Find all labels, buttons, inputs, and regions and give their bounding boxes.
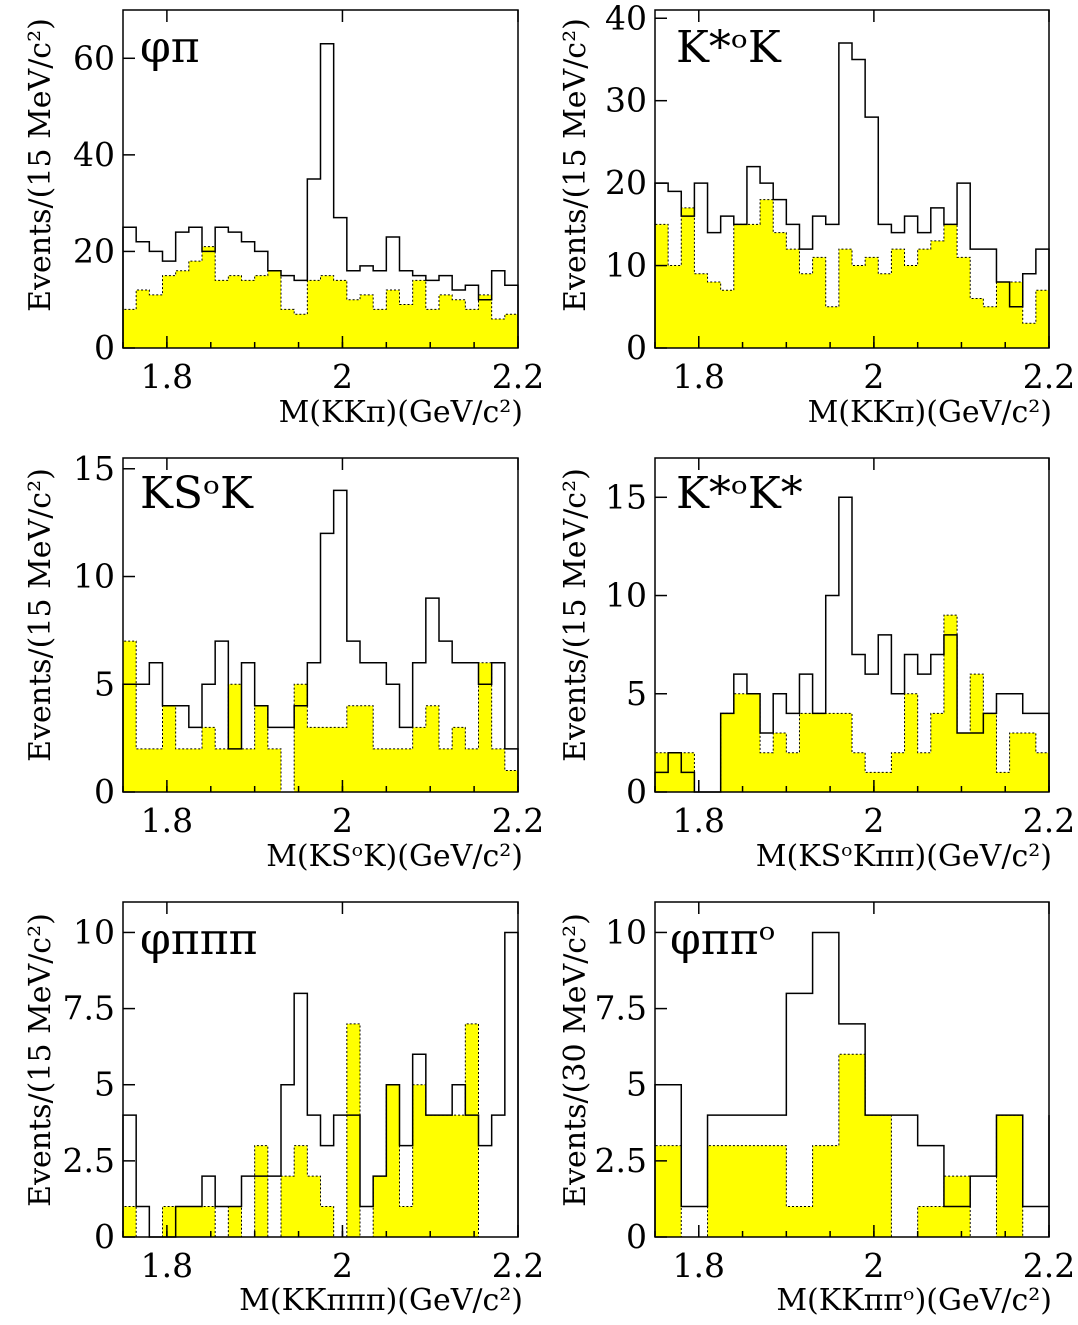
y-tick-label: 15 bbox=[605, 477, 647, 516]
y-tick-label: 0 bbox=[94, 328, 115, 367]
y-tick-label: 5 bbox=[626, 674, 647, 713]
x-axis-title: M(KKππᵒ)(GeV/c²) bbox=[776, 1283, 1052, 1318]
y-tick-label: 2.5 bbox=[63, 1141, 115, 1180]
background-histogram bbox=[654, 199, 1050, 349]
x-tick-label: 2.2 bbox=[492, 357, 544, 396]
x-tick-label: 2 bbox=[332, 1246, 353, 1285]
panel-phi-pipi0: 1.8 2 2.202.557.510 φππᵒ M(KKππᵒ)(GeV/c²) … bbox=[558, 901, 1075, 1318]
y-tick-label: 5 bbox=[94, 1065, 115, 1104]
y-tick-label: 0 bbox=[626, 772, 647, 811]
signal-histogram bbox=[122, 931, 519, 1238]
y-tick-label: 5 bbox=[94, 664, 115, 703]
y-tick-label: 10 bbox=[73, 557, 115, 596]
y-axis-title: Events/(30 MeV/c²) bbox=[558, 913, 593, 1207]
x-tick-label: 1.8 bbox=[673, 1246, 725, 1285]
panel-label: K*ᵒK bbox=[676, 22, 782, 73]
x-axis-title: M(KSᵒKππ)(GeV/c²) bbox=[756, 839, 1052, 874]
plot-frame bbox=[654, 901, 1050, 1238]
plot-frame bbox=[654, 9, 1050, 349]
x-tick-label: 2.2 bbox=[492, 801, 544, 840]
plot-frame bbox=[122, 457, 519, 793]
y-axis-title: Events/(15 MeV/c²) bbox=[558, 468, 593, 762]
x-tick-label: 2.2 bbox=[492, 1246, 544, 1285]
y-tick-label: 20 bbox=[605, 163, 647, 202]
y-tick-label: 7.5 bbox=[63, 989, 115, 1028]
y-axis-title: Events/(15 MeV/c²) bbox=[558, 18, 593, 312]
y-tick-label: 10 bbox=[605, 912, 647, 951]
x-tick-label: 2.2 bbox=[1023, 801, 1075, 840]
x-tick-label: 1.8 bbox=[141, 1246, 193, 1285]
panel-label: φππᵒ bbox=[670, 914, 776, 965]
x-tick-label: 2 bbox=[332, 357, 353, 396]
panel-label: φπππ bbox=[140, 914, 258, 965]
y-tick-label: 40 bbox=[73, 135, 115, 174]
background-histogram bbox=[122, 640, 519, 793]
y-tick-label: 0 bbox=[94, 772, 115, 811]
panel-label: K*ᵒK* bbox=[676, 468, 803, 519]
x-axis-title: M(KKπ)(GeV/c²) bbox=[808, 395, 1052, 430]
background-histogram bbox=[654, 1053, 1024, 1238]
y-tick-label: 5 bbox=[626, 1065, 647, 1104]
plot-frame bbox=[122, 9, 519, 349]
x-tick-label: 2 bbox=[332, 801, 353, 840]
signal-histogram bbox=[654, 931, 1050, 1237]
x-tick-label: 2 bbox=[863, 1246, 884, 1285]
y-tick-label: 7.5 bbox=[595, 989, 647, 1028]
background-histogram bbox=[654, 614, 1050, 793]
panel-ks-k: 1.8 2 2.2 0 5 10 15 KSᵒK M(KSᵒK)(GeV/c²) Event… bbox=[23, 449, 544, 874]
y-axis-title: Events/(15 MeV/c²) bbox=[23, 913, 58, 1207]
signal-histogram bbox=[122, 43, 519, 348]
y-tick-label: 30 bbox=[605, 81, 647, 120]
x-axis-title: M(KKπππ)(GeV/c²) bbox=[239, 1283, 523, 1318]
y-tick-label: 40 bbox=[605, 0, 647, 37]
panel-kstar-k: 1.8 2 2.2 0 10 20 30 40 K*ᵒK M(KKπ)(GeV/c²) Eve… bbox=[558, 0, 1075, 430]
background-histogram bbox=[122, 246, 519, 349]
y-axis-title: Events/(15 MeV/c²) bbox=[23, 468, 58, 762]
x-tick-label: 2.2 bbox=[1023, 357, 1075, 396]
y-tick-label: 0 bbox=[626, 1217, 647, 1256]
y-axis-title: Events/(15 MeV/c²) bbox=[23, 18, 58, 312]
panel-phi-pipipi: 1.8 2 2.202.557.510 φπππ M(KKπππ)(GeV/c²) … bbox=[23, 901, 544, 1318]
x-axis-title: M(KSᵒK)(GeV/c²) bbox=[266, 839, 523, 874]
x-tick-label: 2.2 bbox=[1023, 1246, 1075, 1285]
panel-label: φπ bbox=[140, 22, 200, 73]
y-tick-label: 10 bbox=[605, 246, 647, 285]
panel-phi-pi: 1.8 2 2.2 0 20 40 60 φπ M(KKπ)(GeV/c²) Events/… bbox=[23, 9, 544, 430]
x-tick-label: 1.8 bbox=[673, 801, 725, 840]
plot-frame bbox=[654, 457, 1050, 793]
y-tick-label: 0 bbox=[94, 1217, 115, 1256]
x-axis-title: M(KKπ)(GeV/c²) bbox=[279, 395, 523, 430]
y-tick-label: 15 bbox=[73, 449, 115, 488]
x-tick-label: 1.8 bbox=[141, 357, 193, 396]
signal-histogram bbox=[654, 496, 1050, 793]
x-tick-label: 2 bbox=[863, 357, 884, 396]
x-tick-label: 1.8 bbox=[141, 801, 193, 840]
y-tick-label: 10 bbox=[73, 912, 115, 951]
y-tick-label: 0 bbox=[626, 328, 647, 367]
y-tick-label: 10 bbox=[605, 576, 647, 615]
y-tick-label: 20 bbox=[73, 231, 115, 270]
x-tick-label: 1.8 bbox=[673, 357, 725, 396]
plot-frame bbox=[122, 901, 519, 1238]
panel-label: KSᵒK bbox=[140, 468, 254, 519]
signal-histogram bbox=[654, 42, 1050, 348]
y-tick-label: 2.5 bbox=[595, 1141, 647, 1180]
signal-histogram bbox=[122, 489, 519, 792]
panel-kstar-kstar: 1.8 2 2.2 0 5 10 15 K*ᵒK* M(KSᵒKππ)(GeV/c²) Ev… bbox=[558, 457, 1075, 874]
x-tick-label: 2 bbox=[863, 801, 884, 840]
y-tick-label: 60 bbox=[73, 38, 115, 77]
